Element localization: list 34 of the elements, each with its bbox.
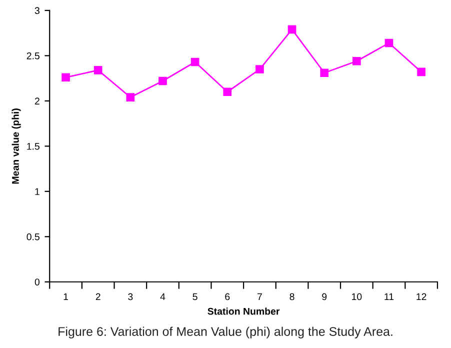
y-tick-label: 2 xyxy=(34,98,40,104)
point xyxy=(384,38,394,48)
x-tick-label: 10 xyxy=(352,293,362,300)
point xyxy=(417,68,426,76)
point xyxy=(288,25,296,34)
point xyxy=(126,93,135,102)
point xyxy=(352,56,361,66)
y-tick-label: 1 xyxy=(35,188,40,195)
y-tick-label: 0 xyxy=(34,278,40,286)
x-axis-title: Station Number xyxy=(208,308,280,315)
x-tick-label: 11 xyxy=(384,293,394,300)
y-axis-title: Mean value (phi) xyxy=(12,108,21,184)
point xyxy=(190,58,200,66)
point xyxy=(62,73,70,82)
x-tick-label: 9 xyxy=(322,293,327,300)
point xyxy=(94,66,102,74)
x-tick-label: 5 xyxy=(192,293,198,300)
y-tick-label: 3 xyxy=(34,7,40,14)
y-tick-label: 2.5 xyxy=(26,52,40,60)
x-tick-label: 12 xyxy=(416,293,426,300)
point xyxy=(158,76,167,86)
point xyxy=(223,88,232,96)
point xyxy=(320,68,329,78)
y-tick-label: 1.5 xyxy=(27,142,40,150)
caption: Figure 6: Variation of Mean Value (phi) along the Study Area. xyxy=(58,326,392,338)
x-tick-label: 2 xyxy=(96,293,100,300)
point xyxy=(256,65,264,74)
x-tick-label: 7 xyxy=(257,293,262,300)
y-tick-label: 0.5 xyxy=(26,233,40,240)
x-tick-label: 4 xyxy=(160,293,166,300)
x-tick-label: 6 xyxy=(225,293,230,300)
x-tick-label: 8 xyxy=(290,293,294,300)
x-tick-label: 1 xyxy=(64,293,68,300)
x-tick-label: 3 xyxy=(128,293,133,300)
